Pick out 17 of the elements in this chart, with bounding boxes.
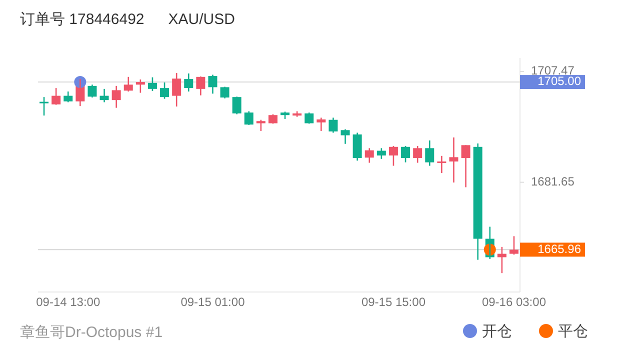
candlestick (509, 236, 518, 256)
y-tick-label: 1681.65 (531, 174, 575, 188)
candlestick (376, 148, 386, 160)
legend-label: 平仓 (558, 322, 588, 340)
x-tick-label: 09-14 13:00 (36, 295, 100, 309)
x-tick-label: 09-15 15:00 (361, 295, 426, 309)
x-tick-label: 09-16 03:00 (482, 295, 546, 309)
text: 章鱼哥Dr-Octopus #1 (20, 324, 163, 341)
chart-title: 订单号 178446492 (20, 11, 144, 28)
candlestick (268, 114, 278, 124)
legend-label: 开仓 (482, 322, 512, 340)
ref-line-label: 1665.96 (538, 242, 582, 256)
chart-subtitle: XAU/USD (168, 11, 236, 28)
candlestick (172, 72, 182, 108)
x-tick-label: 09-15 01:00 (180, 295, 246, 309)
candlestick (256, 119, 266, 132)
candlestick (413, 145, 422, 164)
